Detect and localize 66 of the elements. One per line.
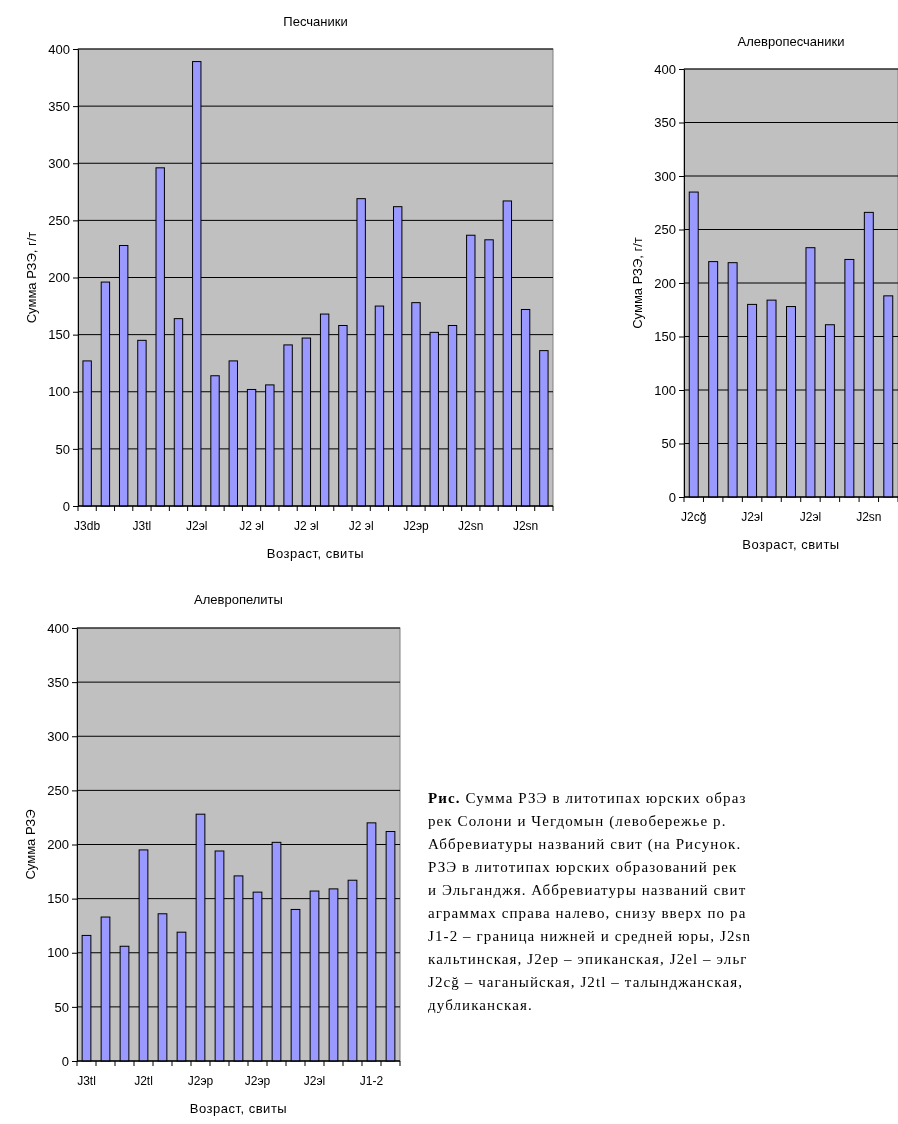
y-axis-title: Сумма РЗЭ, г/т (630, 237, 645, 329)
x-tick-label: J2эр (403, 519, 430, 533)
x-tick-label: J2эl (741, 510, 763, 524)
y-tick-label: 200 (654, 275, 676, 291)
text: J1-2 – граница нижней и средней юры, J2sn (428, 928, 752, 944)
text: кальтинская, J2ep – эпиканская, J2el – эльг (428, 951, 748, 967)
x-tick-label: J1-2 (359, 1074, 384, 1088)
x-tick-label: J2эl (303, 1074, 326, 1088)
y-tick-label: 0 (62, 498, 70, 514)
x-tick-label: J2эр (244, 1074, 271, 1088)
x-tick-label: J2эр (187, 1074, 214, 1088)
x-tick-label: J2эl (799, 510, 822, 524)
y-tick-label: 350 (47, 674, 69, 690)
x-tick-label: J3tl (132, 519, 152, 533)
y-tick-label: 250 (654, 222, 676, 238)
y-tick-label: 50 (54, 999, 69, 1015)
x-tick-label: J3db (74, 519, 101, 533)
x-tick-label: J2эl (186, 519, 208, 533)
text: Аббревиатуры названий свит (на Рисунок. (428, 836, 742, 853)
text: Сумма РЗЭ в литотипах юрских образ (465, 790, 747, 806)
y-axis-title: Сумма РЗЭ (23, 809, 38, 880)
y-tick-label: 50 (55, 441, 70, 457)
y-tick-label: 150 (654, 329, 676, 345)
y-tick-label: 0 (61, 1053, 69, 1069)
y-tick-label: 300 (47, 728, 69, 744)
y-tick-label: 350 (48, 98, 70, 114)
x-tick-label: J2 эl (239, 519, 264, 533)
y-tick-label: 400 (47, 620, 69, 636)
x-tick-label: J2sn (458, 519, 484, 533)
text: дубликанская. (428, 997, 533, 1013)
y-tick-label: 200 (48, 270, 70, 286)
chart-title: Алевропесчаники (737, 34, 845, 49)
y-tick-label: 400 (654, 61, 676, 77)
y-tick-label: 100 (654, 382, 676, 398)
y-tick-label: 250 (48, 213, 70, 229)
y-tick-label: 150 (48, 327, 70, 343)
x-tick-label: J2 эl (293, 519, 319, 533)
y-tick-label: 400 (48, 41, 70, 57)
y-tick-label: 300 (48, 155, 70, 171)
text: J2cğ – чаганыйская, J2tl – талынджанская, (428, 974, 744, 990)
x-tick-label: J2sn (856, 510, 882, 524)
y-tick-label: 200 (47, 837, 69, 853)
x-axis-title: Возраст, свиты (266, 546, 365, 561)
x-tick-label: J2 эl (348, 519, 374, 533)
y-tick-label: 0 (668, 489, 676, 505)
y-tick-label: 350 (654, 115, 676, 131)
y-tick-label: 100 (47, 945, 69, 961)
x-tick-label: J2sn (512, 519, 539, 533)
y-tick-label: 100 (48, 384, 70, 400)
y-tick-label: 50 (661, 436, 676, 452)
chart-title: Песчаники (283, 14, 348, 29)
x-axis-title: Возраст, свиты (742, 537, 840, 552)
y-tick-label: 300 (654, 168, 676, 184)
y-tick-label: 250 (47, 783, 69, 799)
x-tick-label: J3tl (77, 1074, 96, 1088)
text: и Эльганджя. Аббревиатуры названий свит (428, 882, 747, 898)
x-tick-label: J2cğ (681, 510, 707, 524)
chart-title: Алевропелиты (194, 592, 283, 607)
y-axis-title: Сумма РЗЭ, г/т (24, 231, 39, 324)
x-tick-label: J2tl (134, 1074, 153, 1088)
text: Рис. (428, 790, 466, 806)
y-tick-label: 150 (47, 891, 69, 907)
text: РЗЭ в литотипах юрских образований рек (428, 859, 738, 875)
text: аграммах справа налево, снизу вверх по ра (428, 905, 747, 921)
text: рек Солони и Чегдомын (левобережье р. (428, 813, 727, 830)
x-axis-title: Возраст, свиты (189, 1101, 288, 1116)
